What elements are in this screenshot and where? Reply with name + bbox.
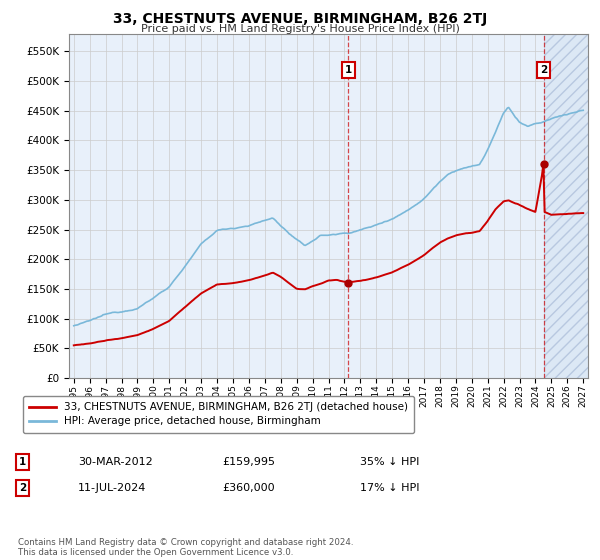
Text: 2: 2 (540, 65, 548, 75)
Text: 33, CHESTNUTS AVENUE, BIRMINGHAM, B26 2TJ: 33, CHESTNUTS AVENUE, BIRMINGHAM, B26 2T… (113, 12, 487, 26)
Text: 1: 1 (345, 65, 352, 75)
Text: 1: 1 (19, 457, 26, 467)
Text: £360,000: £360,000 (222, 483, 275, 493)
Legend: 33, CHESTNUTS AVENUE, BIRMINGHAM, B26 2TJ (detached house), HPI: Average price, : 33, CHESTNUTS AVENUE, BIRMINGHAM, B26 2T… (23, 396, 414, 433)
Text: £159,995: £159,995 (222, 457, 275, 467)
Text: 30-MAR-2012: 30-MAR-2012 (78, 457, 153, 467)
Text: 11-JUL-2024: 11-JUL-2024 (78, 483, 146, 493)
Text: 2: 2 (19, 483, 26, 493)
Text: Contains HM Land Registry data © Crown copyright and database right 2024.
This d: Contains HM Land Registry data © Crown c… (18, 538, 353, 557)
Text: Price paid vs. HM Land Registry's House Price Index (HPI): Price paid vs. HM Land Registry's House … (140, 24, 460, 34)
Bar (544, 34, 591, 378)
Text: 17% ↓ HPI: 17% ↓ HPI (360, 483, 419, 493)
Text: 35% ↓ HPI: 35% ↓ HPI (360, 457, 419, 467)
